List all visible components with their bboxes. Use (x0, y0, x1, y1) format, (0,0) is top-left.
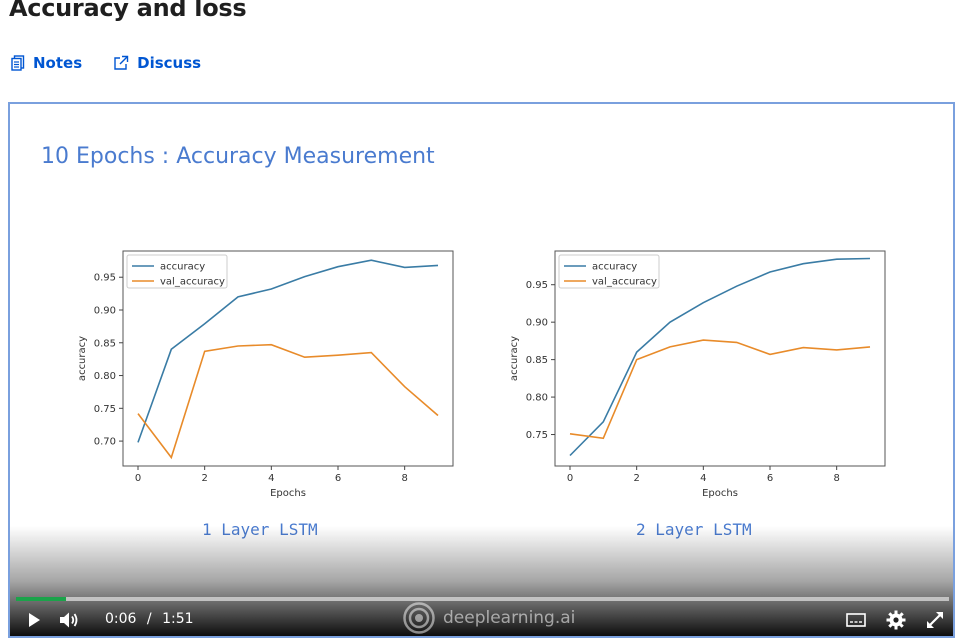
discuss-link[interactable]: Discuss (113, 54, 201, 72)
volume-icon (60, 612, 78, 628)
page-title: Accuracy and loss (9, 0, 247, 22)
time-display: 0:06 / 1:51 (105, 611, 194, 627)
y-tick-label: 0.90 (94, 305, 116, 316)
discuss-label: Discuss (137, 54, 202, 72)
brand-name: deeplearning.ai (443, 608, 576, 628)
y-tick-label: 0.80 (526, 393, 548, 404)
volume-button[interactable] (58, 608, 82, 632)
legend-label: accuracy (592, 262, 637, 273)
series-line-accuracy (569, 257, 871, 457)
fullscreen-icon (927, 612, 943, 628)
play-button[interactable] (24, 610, 44, 630)
series-line-val-accuracy (137, 343, 439, 460)
gear-icon (886, 610, 906, 630)
settings-button[interactable] (885, 609, 907, 631)
x-tick-label: 8 (401, 473, 407, 484)
current-time: 0:06 (105, 611, 137, 627)
legend-label: val_accuracy (592, 277, 657, 288)
x-tick-label: 4 (268, 473, 274, 484)
y-tick-label: 0.90 (526, 318, 548, 329)
y-tick-label: 0.75 (94, 404, 116, 415)
y-tick-label: 0.95 (94, 273, 116, 284)
series-line-accuracy (137, 259, 439, 443)
y-tick-label: 0.75 (526, 430, 548, 441)
x-tick-label: 2 (201, 473, 207, 484)
y-tick-label: 0.85 (526, 355, 548, 366)
y-tick-label: 0.80 (94, 371, 116, 382)
chart-legend: accuracy val_accuracy (126, 254, 228, 289)
notes-icon (11, 55, 25, 71)
legend-label: val_accuracy (160, 277, 225, 288)
chart-legend: accuracy val_accuracy (558, 254, 660, 289)
deeplearning-logo-icon (403, 602, 435, 634)
video-player[interactable]: 10 Epochs : Accuracy Measurement 0 2 4 6 8 0.… (8, 102, 955, 638)
captions-button[interactable] (845, 610, 867, 630)
captions-icon (846, 613, 866, 627)
y-tick-label: 0.85 (94, 338, 116, 349)
fullscreen-button[interactable] (924, 609, 946, 631)
notes-label: Notes (33, 54, 83, 72)
time-separator: / (146, 611, 152, 627)
brand-watermark: deeplearning.ai (403, 602, 575, 634)
play-icon (29, 613, 40, 627)
legend-box (558, 254, 660, 289)
y-tick-label: 0.70 (94, 437, 116, 448)
y-tick-label: 0.95 (526, 280, 548, 291)
x-tick-label: 0 (567, 473, 573, 484)
notes-link[interactable]: Notes (11, 54, 82, 72)
progress-fill (16, 597, 67, 601)
lecture-toolbar: Notes Discuss (11, 54, 232, 72)
x-tick-label: 2 (633, 473, 639, 484)
x-tick-label: 4 (700, 473, 706, 484)
x-tick-label: 0 (135, 473, 141, 484)
x-tick-label: 8 (833, 473, 839, 484)
series-line-val-accuracy (569, 339, 871, 440)
y-axis-label: accuracy (509, 336, 520, 381)
slide-title: 10 Epochs : Accuracy Measurement (41, 144, 435, 169)
x-axis-label: Epochs (702, 488, 738, 499)
y-axis-label: accuracy (77, 336, 88, 381)
external-link-icon (114, 55, 129, 70)
x-tick-label: 6 (767, 473, 773, 484)
chart-1-layer-lstm: 0 2 4 6 8 0.70 0.75 0.80 0.85 0.90 0.95 Epochs accur… (77, 250, 454, 499)
chart-2-layer-lstm: 0 2 4 6 80.750.800.850.900.95Epochsaccuracya… (509, 250, 886, 499)
x-tick-label: 6 (335, 473, 341, 484)
duration: 1:51 (162, 611, 194, 627)
controls-background (10, 526, 953, 636)
legend-label: accuracy (160, 262, 205, 273)
progress-bar[interactable] (16, 597, 949, 601)
legend-box (126, 254, 228, 289)
x-axis-label: Epochs (270, 488, 306, 499)
